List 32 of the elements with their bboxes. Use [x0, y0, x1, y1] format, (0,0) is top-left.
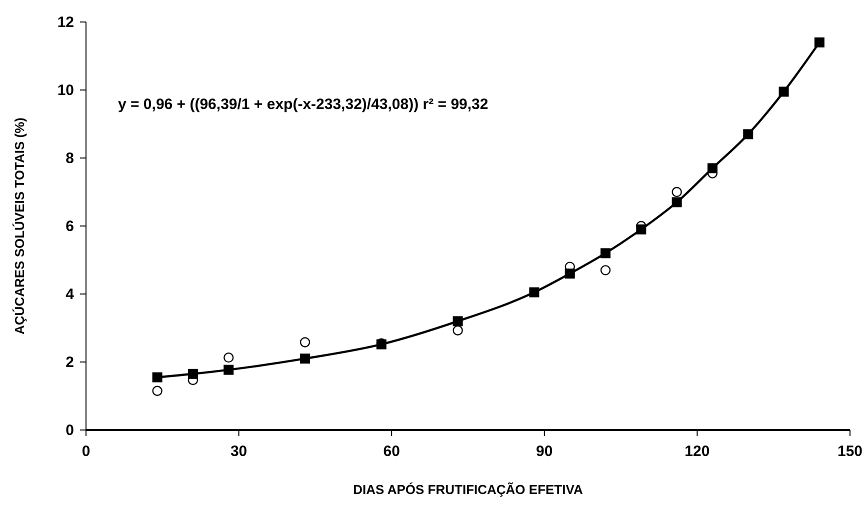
x-tick-label: 30 — [230, 443, 248, 460]
point — [600, 265, 611, 276]
point — [600, 248, 611, 258]
y-tick-label: 10 — [57, 82, 74, 99]
y-tick-label: 6 — [66, 218, 74, 235]
point — [300, 337, 310, 348]
x-tick-label: 0 — [82, 443, 90, 460]
y-axis-title: AÇÚCARES SOLÚVEIS TOTAIS (%) — [12, 118, 27, 334]
point — [152, 372, 162, 382]
y-tick-label: 8 — [66, 150, 74, 167]
x-tick-label: 90 — [536, 443, 553, 460]
x-axis-title: DIAS APÓS FRUTIFICAÇÃO EFETIVA — [353, 482, 584, 497]
point — [224, 364, 234, 375]
x-tick-label: 60 — [383, 443, 400, 460]
point — [452, 316, 463, 326]
point — [743, 129, 754, 140]
y-tick-label: 12 — [57, 14, 74, 31]
point — [300, 354, 310, 364]
point — [452, 325, 463, 336]
y-tick-label: 4 — [66, 286, 75, 303]
point — [778, 86, 789, 97]
point — [672, 197, 682, 208]
point — [672, 186, 682, 198]
point — [814, 37, 824, 48]
x-tick-label: 150 — [837, 443, 863, 460]
x-tick-label: 120 — [684, 443, 710, 460]
y-tick-label: 2 — [66, 354, 74, 371]
annotation: y = 0,96 + ((96,39/1 + exp(-x-233,32)/43,08)) r² = 99,32 — [118, 96, 488, 113]
point — [224, 352, 234, 363]
point — [152, 386, 162, 396]
y-tick-label: 0 — [66, 422, 74, 439]
point — [529, 287, 540, 298]
